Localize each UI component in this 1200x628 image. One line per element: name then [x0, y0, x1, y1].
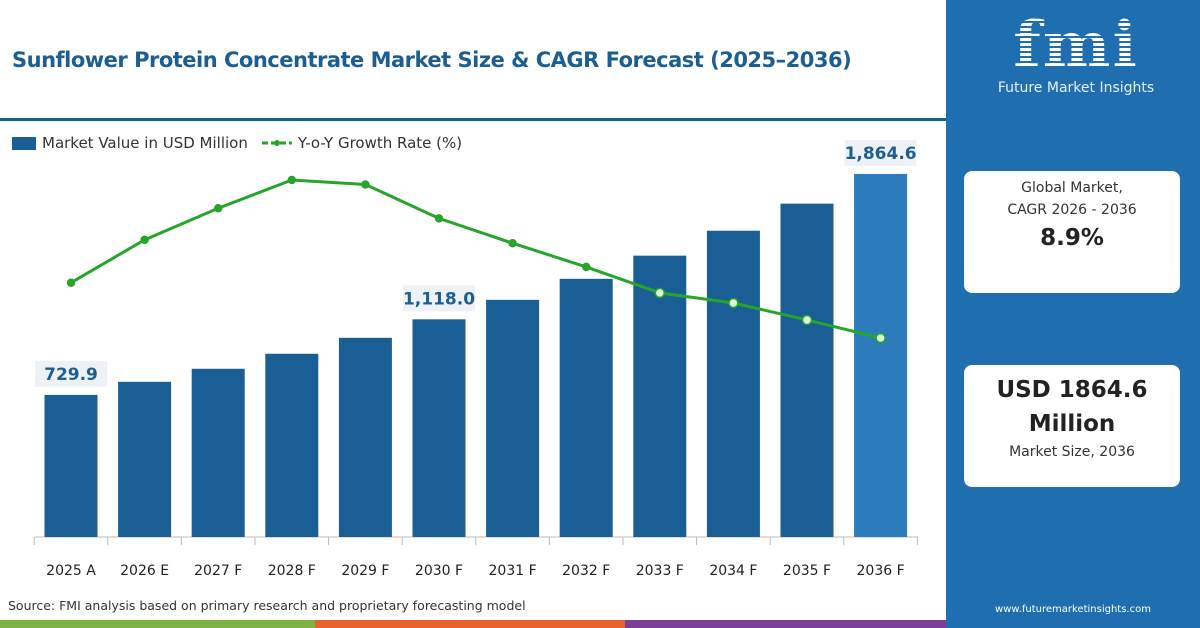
footer-stripe-green: [0, 620, 315, 628]
growth-point: [287, 175, 297, 185]
cagr-value: 8.9%: [1040, 225, 1104, 251]
x-tick-label: 2033 F: [636, 563, 684, 579]
bar-2034-F: [706, 230, 760, 538]
footer-stripe-purple: [625, 620, 946, 628]
cagr-label-1: Global Market,: [1021, 180, 1123, 196]
x-tick-label: 2029 F: [341, 563, 389, 579]
x-tick-label: 2032 F: [562, 563, 610, 579]
logo-mark: fmi: [986, 8, 1166, 84]
x-tick-label: 2025 A: [46, 563, 96, 579]
data-label: 1,864.6: [845, 144, 917, 164]
market-size-card: USD 1864.6 Million Market Size, 2036: [964, 365, 1180, 487]
bar-2033-F: [633, 255, 687, 537]
fmi-logo: fmi Future Market Insights: [986, 8, 1166, 96]
x-tick-label: 2026 E: [120, 563, 169, 579]
data-label-bg: [844, 139, 917, 166]
source-note: Source: FMI analysis based on primary re…: [8, 598, 526, 613]
legend-bar-swatch: [12, 136, 36, 150]
data-label-bg: [35, 360, 107, 387]
bar-2036-F: [854, 173, 908, 537]
data-label: 1,118.0: [403, 289, 475, 309]
growth-point: [213, 203, 223, 213]
bar-2032-F: [559, 278, 613, 537]
bar-2035-F: [780, 203, 834, 538]
legend-line-swatch: [261, 140, 292, 146]
x-tick-label: 2027 F: [194, 563, 242, 579]
x-tick-label: 2035 F: [783, 563, 831, 579]
growth-point: [361, 180, 370, 189]
x-tick-label: 2030 F: [415, 563, 463, 579]
bar-2027-F: [191, 368, 245, 537]
growth-point: [66, 278, 76, 287]
bar-2030-F: [412, 319, 466, 537]
data-label-bg: [403, 285, 475, 312]
market-size-unit: Million: [1028, 411, 1116, 437]
growth-point: [508, 238, 517, 248]
x-tick-label: 2028 F: [268, 563, 316, 579]
bar-2028-F: [265, 353, 319, 537]
growth-point: [728, 297, 739, 309]
legend-line-label: Y-o-Y Growth Rate (%): [297, 134, 463, 152]
legend: Market Value in USD Million Y-o-Y Growth…: [12, 134, 462, 152]
footer-stripe-orange: [315, 620, 625, 628]
sidebar: fmi Future Market Insights Global Market…: [946, 0, 1200, 628]
title-divider: [0, 118, 946, 121]
growth-point: [801, 314, 813, 326]
growth-point: [140, 235, 149, 245]
growth-point: [434, 214, 444, 223]
logo-subtitle: Future Market Insights: [997, 80, 1155, 96]
growth-point: [875, 332, 886, 344]
growth-point: [654, 287, 666, 299]
x-tick-label: 2031 F: [489, 563, 537, 579]
website-url: www.futuremarketinsights.com: [995, 604, 1151, 615]
growth-point: [581, 262, 591, 272]
cagr-label-2: CAGR 2026 - 2036: [1007, 202, 1137, 218]
x-tick-label: 2036 F: [857, 563, 905, 579]
market-size-value: USD 1864.6: [996, 377, 1148, 403]
bar-2026-E: [118, 381, 172, 537]
bar-2025-A: [44, 394, 98, 537]
chart-plot: 2025 A 2026 E 2027 F 2028 F 2029 F 2030 F 2031…: [33, 139, 918, 579]
legend-bar-label: Market Value in USD Million: [42, 134, 248, 152]
data-label: 729.9: [44, 365, 98, 385]
growth-line: [70, 178, 881, 340]
x-tick-label: 2034 F: [709, 563, 757, 579]
chart-title: Sunflower Protein Concentrate Market Siz…: [12, 48, 852, 72]
bar-2031-F: [486, 299, 540, 537]
market-size-caption: Market Size, 2036: [1009, 444, 1135, 460]
cagr-card: Global Market, CAGR 2026 - 2036 8.9%: [964, 171, 1180, 293]
bar-2029-F: [338, 337, 392, 537]
